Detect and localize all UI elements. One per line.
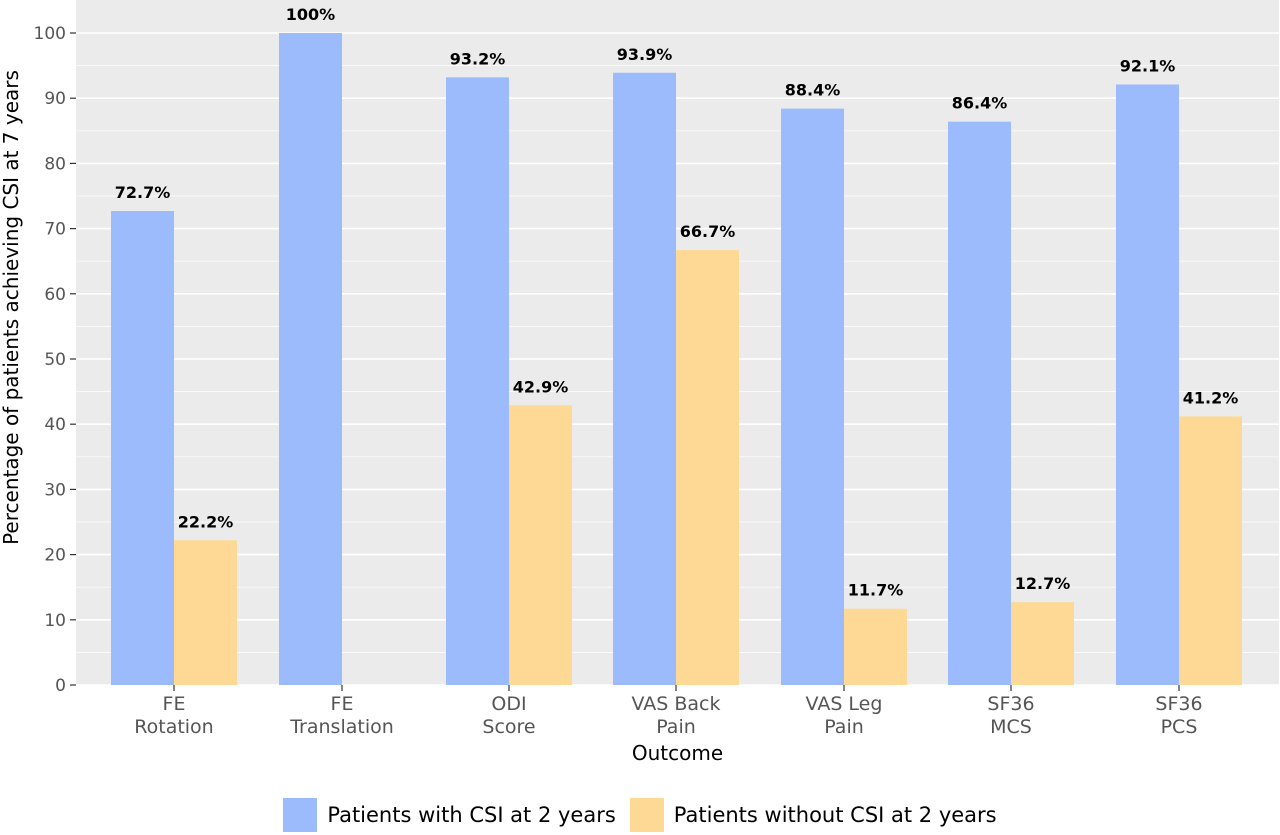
y-tick-label: 60 bbox=[44, 285, 66, 305]
bar-value-label: 42.9% bbox=[513, 377, 569, 396]
x-tick-label: PCS bbox=[1161, 716, 1198, 738]
y-tick-label: 80 bbox=[44, 154, 66, 174]
y-tick-label: 30 bbox=[44, 480, 66, 500]
x-tick-label: Translation bbox=[289, 716, 394, 738]
bar-with-csi bbox=[446, 77, 509, 685]
legend-item-without-csi: Patients without CSI at 2 years bbox=[629, 798, 997, 832]
bar-value-label: 12.7% bbox=[1015, 574, 1071, 593]
bar-chart: 72.7% 100% 93.2% 93.9% 88.4% 86.4% 92.1% 22.2% 4… bbox=[0, 0, 1279, 765]
legend: Patients with CSI at 2 years Patients wi… bbox=[0, 795, 1280, 835]
y-tick-label: 10 bbox=[44, 611, 66, 631]
y-tick-label: 70 bbox=[44, 220, 66, 240]
y-tick-label: 90 bbox=[44, 89, 66, 109]
bar-value-label: 88.4% bbox=[785, 81, 841, 100]
x-tick-label: Pain bbox=[656, 716, 696, 738]
y-axis: 0 10 20 30 40 50 60 70 80 90 100 bbox=[34, 24, 76, 696]
bar-with-csi bbox=[613, 72, 676, 686]
y-axis-title: Percentage of patients achieving CSI at … bbox=[0, 70, 23, 545]
bar-value-label: 72.7% bbox=[115, 183, 171, 202]
legend-label-with-csi: Patients with CSI at 2 years bbox=[327, 803, 616, 827]
bar-with-csi bbox=[781, 108, 844, 685]
bar-value-label: 11.7% bbox=[848, 581, 904, 600]
x-tick-label: VAS Leg bbox=[806, 693, 883, 715]
bar-value-label: 93.2% bbox=[450, 49, 506, 68]
y-tick-label: 20 bbox=[44, 546, 66, 566]
x-tick-label: Pain bbox=[824, 716, 864, 738]
x-tick-label: SF36 bbox=[987, 693, 1034, 715]
legend-swatch-with-csi bbox=[283, 798, 318, 832]
legend-swatch-without-csi bbox=[629, 798, 664, 832]
x-tick-label: MCS bbox=[990, 716, 1032, 738]
bar-value-label: 92.1% bbox=[1120, 57, 1176, 76]
bar-with-csi bbox=[1116, 84, 1179, 686]
x-tick-label: FE bbox=[163, 693, 186, 715]
bar-value-label: 66.7% bbox=[680, 222, 736, 241]
bar-without-csi bbox=[676, 250, 739, 685]
x-tick-label: Rotation bbox=[134, 716, 213, 738]
y-tick-label: 100 bbox=[34, 24, 66, 44]
bar-without-csi bbox=[1179, 416, 1242, 685]
bar-value-label: 41.2% bbox=[1183, 388, 1239, 407]
x-tick-label: VAS Back bbox=[631, 693, 720, 715]
bar-labels: 72.7% 100% 93.2% 93.9% 88.4% 86.4% 92.1% 22.2% 4… bbox=[115, 5, 1239, 600]
y-tick-label: 50 bbox=[44, 350, 66, 370]
bar-with-csi bbox=[948, 121, 1011, 685]
x-tick-label: FE bbox=[331, 693, 354, 715]
bar-value-label: 86.4% bbox=[952, 94, 1008, 113]
bar-value-label: 22.2% bbox=[178, 512, 234, 531]
legend-item-with-csi: Patients with CSI at 2 years bbox=[283, 798, 616, 832]
bar-value-label: 100% bbox=[286, 5, 335, 24]
bar-without-csi bbox=[174, 540, 237, 685]
bar-without-csi bbox=[1011, 602, 1074, 685]
x-tick-label: Score bbox=[482, 716, 535, 738]
y-tick-label: 0 bbox=[55, 676, 66, 696]
bars bbox=[111, 33, 1242, 686]
bar-with-csi bbox=[279, 33, 342, 685]
x-axis-title: Outcome bbox=[632, 741, 723, 765]
y-tick-label: 40 bbox=[44, 415, 66, 435]
legend-label-without-csi: Patients without CSI at 2 years bbox=[673, 803, 997, 827]
bar-without-csi bbox=[844, 608, 907, 685]
bar-without-csi bbox=[509, 405, 572, 685]
bar-value-label: 93.9% bbox=[617, 45, 673, 64]
x-tick-label: ODI bbox=[491, 693, 526, 715]
x-tick-label: SF36 bbox=[1155, 693, 1202, 715]
bar-with-csi bbox=[111, 210, 174, 685]
